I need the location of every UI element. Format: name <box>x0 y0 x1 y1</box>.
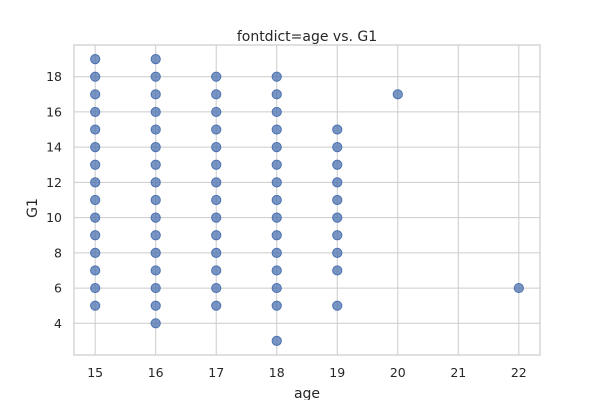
data-point <box>332 142 343 153</box>
data-point <box>211 194 222 206</box>
data-point <box>211 212 222 223</box>
data-point <box>90 159 101 170</box>
x-axis-ticks: 15 16 17 18 19 20 21 22 <box>87 365 527 380</box>
data-point <box>90 89 101 100</box>
data-point <box>211 282 222 294</box>
y-axis-ticks: 4 6 8 10 12 14 16 18 <box>46 69 62 331</box>
data-point <box>332 230 343 241</box>
data-point <box>150 265 161 276</box>
data-point <box>150 177 161 188</box>
x-tick-label: 17 <box>208 365 224 380</box>
data-point <box>90 300 101 311</box>
data-point <box>271 282 282 294</box>
data-point <box>271 159 282 170</box>
y-axis-label: G1 <box>25 198 41 218</box>
data-point <box>332 159 343 170</box>
data-point <box>271 335 282 347</box>
x-tick-label: 21 <box>450 365 466 380</box>
y-tick-label: 8 <box>54 245 62 260</box>
data-point <box>150 142 161 153</box>
data-point <box>211 106 222 118</box>
data-point <box>332 247 343 258</box>
data-point <box>90 124 101 135</box>
data-point <box>90 282 101 294</box>
data-point <box>211 89 222 100</box>
data-point <box>211 142 222 153</box>
x-tick-label: 18 <box>269 365 285 380</box>
data-point <box>211 230 222 241</box>
data-point <box>211 265 222 276</box>
data-point <box>150 247 161 258</box>
data-point <box>211 71 222 82</box>
data-point <box>271 142 282 153</box>
data-point <box>271 265 282 276</box>
data-point <box>150 124 161 135</box>
grid <box>74 45 540 355</box>
y-tick-label: 14 <box>46 140 62 155</box>
data-points <box>90 53 524 347</box>
data-point <box>150 71 161 82</box>
data-point <box>271 300 282 311</box>
y-tick-label: 10 <box>46 210 62 225</box>
data-point <box>90 212 101 223</box>
data-point <box>150 194 161 206</box>
data-point <box>271 71 282 82</box>
x-tick-label: 15 <box>87 365 103 380</box>
data-point <box>90 106 101 118</box>
data-point <box>211 177 222 188</box>
data-point <box>271 247 282 258</box>
data-point <box>90 71 101 82</box>
data-point <box>332 212 343 223</box>
data-point <box>150 318 161 329</box>
data-point <box>271 212 282 223</box>
data-point <box>150 300 161 311</box>
data-point <box>90 230 101 241</box>
data-point <box>332 177 343 188</box>
data-point <box>271 89 282 100</box>
data-point <box>90 177 101 188</box>
data-point <box>392 89 403 100</box>
data-point <box>150 89 161 100</box>
y-tick-label: 12 <box>46 175 62 190</box>
data-point <box>513 282 524 294</box>
data-point <box>211 300 222 311</box>
data-point <box>90 247 101 258</box>
data-point <box>90 265 101 276</box>
data-point <box>211 159 222 170</box>
data-point <box>211 124 222 135</box>
data-point <box>150 230 161 241</box>
x-axis-label: age <box>294 386 320 400</box>
data-point <box>332 300 343 311</box>
data-point <box>271 124 282 135</box>
data-point <box>150 282 161 294</box>
plot-area <box>73 44 541 356</box>
data-point <box>332 124 343 135</box>
data-point <box>332 194 343 206</box>
data-point <box>150 212 161 223</box>
data-point <box>211 247 222 258</box>
x-tick-label: 19 <box>329 365 345 380</box>
data-point <box>150 159 161 170</box>
data-point <box>90 194 101 206</box>
chart-title: fontdict=age vs. G1 <box>237 29 377 45</box>
data-point <box>271 177 282 188</box>
y-tick-label: 6 <box>54 281 62 296</box>
data-point <box>271 230 282 241</box>
x-tick-label: 22 <box>511 365 527 380</box>
data-point <box>90 142 101 153</box>
x-tick-label: 16 <box>148 365 164 380</box>
y-tick-label: 16 <box>46 104 62 119</box>
data-point <box>271 106 282 118</box>
data-point <box>150 106 161 118</box>
y-tick-label: 18 <box>46 69 62 84</box>
data-point <box>332 265 343 276</box>
data-point <box>271 194 282 206</box>
data-point <box>90 53 101 65</box>
data-point <box>150 53 161 65</box>
x-tick-label: 20 <box>390 365 406 380</box>
y-tick-label: 4 <box>54 316 62 331</box>
